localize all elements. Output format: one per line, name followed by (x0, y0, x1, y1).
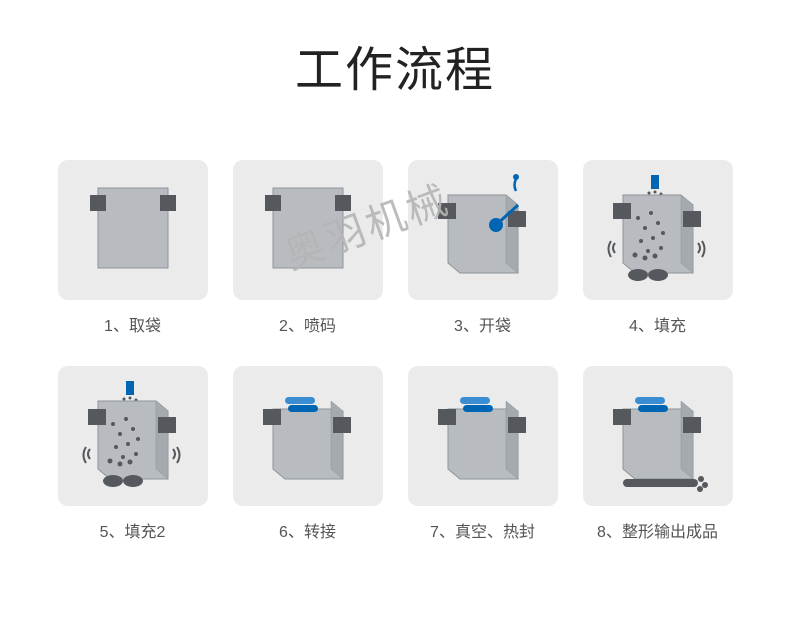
arrow-icon (391, 421, 405, 445)
step-8: 8、整形输出成品 (575, 366, 740, 542)
step-6-tile (233, 366, 383, 506)
step-4-tile (583, 160, 733, 300)
step-4-label: 4、填充 (629, 312, 686, 336)
step-1-tile (58, 160, 208, 300)
step-1-label: 1、取袋 (104, 312, 161, 336)
step-5-label: 5、填充2 (100, 518, 166, 542)
step-7: 7、真空、热封 (400, 366, 565, 542)
step-8-label: 8、整形输出成品 (597, 518, 718, 542)
step-4: 4、填充 (575, 160, 740, 336)
page-title: 工作流程 (0, 0, 790, 100)
step-7-tile (408, 366, 558, 506)
arrow-icon (216, 215, 230, 239)
step-2-label: 2、喷码 (279, 312, 336, 336)
step-5: 5、填充2 (50, 366, 215, 542)
arrow-icon (216, 421, 230, 445)
step-5-tile (58, 366, 208, 506)
step-6: 6、转接 (225, 366, 390, 542)
step-3-label: 3、开袋 (454, 312, 511, 336)
step-6-label: 6、转接 (279, 518, 336, 542)
arrow-icon (566, 215, 580, 239)
arrow-icon (566, 421, 580, 445)
steps-grid: 1、取袋 2、喷码 3、开袋 4、填充 5、填充2 6、转接 7、真空、热封 8、整形输出成品 (0, 100, 790, 562)
step-1: 1、取袋 (50, 160, 215, 336)
step-8-tile (583, 366, 733, 506)
step-7-label: 7、真空、热封 (430, 518, 535, 542)
